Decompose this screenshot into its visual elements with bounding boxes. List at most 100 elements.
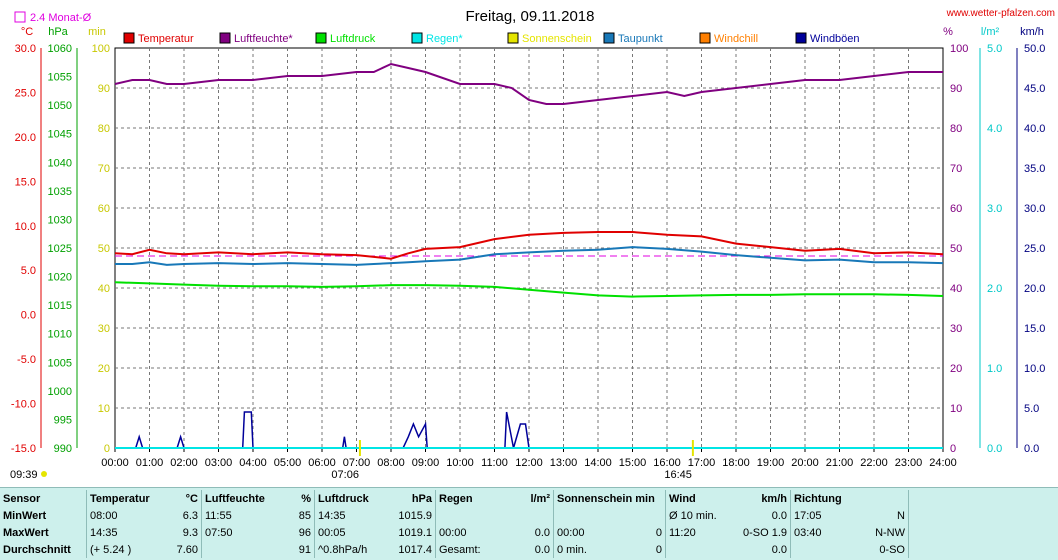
temp-max-value: 9.3: [182, 526, 198, 539]
stats-row-avg: Durchschnitt (+ 5.24 ) 7.60 91 ^0.8hPa/h…: [0, 541, 1045, 558]
hdr-rain-unit: l/m²: [530, 492, 550, 505]
hdr-wind: Wind: [665, 490, 732, 507]
chart-svg: 30.0 25.0 20.0 15.0 10.0 5.0 0.0 -5.0 -10.0 -15.0…: [10, 8, 1055, 481]
time-tick-label: 12:00: [515, 457, 543, 469]
legend-label: Windchill: [714, 33, 758, 45]
hum-min-time: 11:55: [201, 507, 283, 524]
press-max-time: 00:05: [314, 524, 389, 541]
wind-tick-label: 45.0: [1024, 83, 1045, 95]
row-label: MaxWert: [3, 526, 49, 539]
hum-max-value: 96: [298, 526, 311, 539]
hdr-hum-unit: %: [301, 492, 311, 505]
wind-tick-label: 15.0: [1024, 323, 1045, 335]
temp-tick-label: 20.0: [15, 132, 36, 144]
legend-label: Windböen: [810, 33, 860, 45]
sun-min-value: [637, 507, 666, 524]
legend-swatch: [411, 32, 423, 44]
time-tick-label: 14:00: [584, 457, 612, 469]
time-tick-label: 17:00: [688, 457, 716, 469]
rain-max-time: 00:00: [435, 524, 502, 541]
time-tick-label: 19:00: [757, 457, 785, 469]
sun-unit-label: min: [88, 26, 106, 38]
stats-spacer: [908, 507, 1045, 524]
humidity-tick-label: 80: [950, 123, 962, 135]
rain-tick-label: 0.0: [987, 443, 1002, 455]
sun-total-value: 0: [655, 543, 662, 556]
hum-min-value: 85: [298, 509, 311, 522]
temp-tick-label: 10.0: [15, 221, 36, 233]
time-tick-label: 05:00: [274, 457, 302, 469]
wind-tick-label: 50.0: [1024, 43, 1045, 55]
rain-total-value: 0.0: [534, 543, 550, 556]
pressure-tick-label: 990: [54, 443, 72, 455]
rain-min-value: [502, 507, 554, 524]
hdr-hum: Luftfeuchte: [201, 490, 283, 507]
time-tick-label: 07:00: [343, 457, 371, 469]
pressure-tick-label: 1020: [48, 272, 72, 284]
stats-row-max: MaxWert 14:35 9.3 07:50 96 00:05 1019.1 …: [0, 524, 1045, 541]
sun-tick-label: 0: [104, 443, 110, 455]
wind-tick-label: 25.0: [1024, 243, 1045, 255]
rain-total-label: Gesamt:: [435, 541, 502, 558]
site-url: www.wetter-pfalzen.com: [946, 8, 1055, 19]
pressure-tick-label: 1035: [48, 186, 72, 198]
time-tick-label: 02:00: [170, 457, 198, 469]
humidity-tick-label: 20: [950, 363, 962, 375]
legend-swatch: [315, 32, 327, 44]
hdr-temp: Temperatur: [86, 490, 165, 507]
rain-min-time: [435, 507, 502, 524]
row-label: MinWert: [3, 509, 47, 522]
legend-label: Temperatur: [138, 33, 194, 45]
wind-tick-label: 40.0: [1024, 123, 1045, 135]
legend-label: Regen*: [426, 33, 463, 45]
legend-label: Taupunkt: [618, 33, 663, 45]
rain-tick-label: 2.0: [987, 283, 1002, 295]
dir-min-time: 17:05: [790, 507, 852, 524]
pressure-tick-label: 1040: [48, 157, 72, 169]
pressure-tick-label: 1050: [48, 100, 72, 112]
wind-tick-label: 35.0: [1024, 163, 1045, 175]
sun-min-time: [552, 507, 637, 524]
hdr-press: Luftdruck: [314, 490, 389, 507]
wind-tick-label: 20.0: [1024, 283, 1045, 295]
weather-chart: 30.0 25.0 20.0 15.0 10.0 5.0 0.0 -5.0 -10.0 -15.0…: [10, 8, 1055, 481]
hum-avg-value: 91: [298, 543, 311, 556]
time-tick-label: 21:00: [826, 457, 854, 469]
sun-tick-label: 80: [98, 123, 110, 135]
wind-avg-value: 0.0: [771, 543, 787, 556]
chart-title: Freitag, 09.11.2018: [466, 8, 595, 25]
hdr-wind-unit: km/h: [761, 492, 787, 505]
humidity-tick-label: 100: [950, 43, 968, 55]
time-tick-label: 03:00: [205, 457, 233, 469]
pressure-tick-label: 1005: [48, 357, 72, 369]
time-tick-label: 08:00: [377, 457, 405, 469]
sun-tick-label: 30: [98, 323, 110, 335]
time-tick-label: 15:00: [619, 457, 647, 469]
temp-tick-label: 0.0: [21, 310, 36, 322]
sun-tick-label: 10: [98, 403, 110, 415]
wind-min-time: Ø 10 min.: [665, 507, 732, 524]
sun-tick-label: 70: [98, 163, 110, 175]
stats-spacer: [908, 524, 1045, 541]
time-tick-label: 11:00: [481, 457, 508, 469]
sun-tick-label: 40: [98, 283, 110, 295]
humidity-tick-label: 90: [950, 83, 962, 95]
time-tick-label: 23:00: [895, 457, 923, 469]
sun-tick-label: 100: [92, 43, 110, 55]
series-line-luftdruck: [114, 281, 944, 298]
time-tick-label: 20:00: [791, 457, 819, 469]
legend-swatch: [219, 32, 231, 44]
hum-avg-note: [201, 541, 283, 558]
pressure-tick-label: 1010: [48, 329, 72, 341]
wind-tick-label: 30.0: [1024, 203, 1045, 215]
rain-tick-label: 1.0: [987, 363, 1002, 375]
pressure-tick-label: 1060: [48, 43, 72, 55]
sun-max-value: 0: [655, 526, 662, 539]
time-tick-label: 18:00: [722, 457, 750, 469]
stats-spacer: [908, 541, 1045, 558]
wind-avg-note: [665, 541, 732, 558]
time-tick-label: 09:00: [412, 457, 440, 469]
left-time-label: 09:39: [10, 469, 38, 481]
humidity-tick-label: 30: [950, 323, 962, 335]
legend-swatch: [699, 32, 711, 44]
